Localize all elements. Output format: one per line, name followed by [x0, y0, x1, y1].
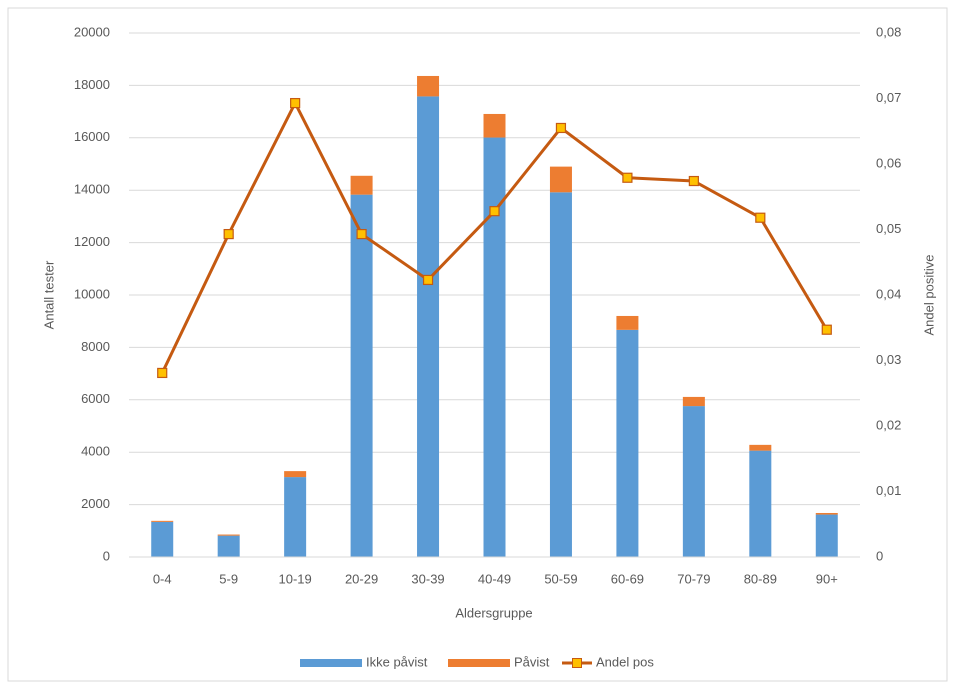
bar — [151, 520, 174, 522]
bar — [151, 521, 174, 557]
y2-tick-label: 0 — [876, 548, 883, 563]
legend-swatch — [300, 659, 362, 667]
y2-tick-label: 0,04 — [876, 286, 901, 301]
bar — [549, 192, 572, 557]
x-tick-label: 20-29 — [345, 571, 378, 586]
line-marker — [688, 175, 699, 187]
y2-tick-label: 0,06 — [876, 155, 901, 170]
legend-swatch — [448, 659, 510, 667]
x-tick-label: 90+ — [816, 571, 838, 586]
x-tick-label: 10-19 — [279, 571, 312, 586]
line-marker — [821, 324, 832, 335]
y-tick-label: 20000 — [74, 24, 110, 39]
line-marker — [356, 228, 367, 240]
x-tick-label: 60-69 — [611, 571, 644, 586]
x-tick-label: 80-89 — [744, 571, 777, 586]
y-tick-label: 8000 — [81, 339, 110, 354]
bar — [616, 329, 639, 557]
y-tick-label: 18000 — [74, 77, 110, 92]
line-marker — [489, 206, 500, 217]
bar — [749, 444, 772, 451]
bar — [350, 194, 373, 558]
bar — [417, 96, 440, 558]
line-marker — [755, 212, 766, 223]
bar — [284, 477, 307, 557]
bar — [616, 315, 639, 330]
bar — [549, 166, 572, 193]
bar — [749, 450, 772, 557]
y2-tick-label: 0,07 — [876, 90, 901, 105]
bar — [682, 406, 705, 557]
y-axis-title: Antall tester — [41, 260, 56, 329]
bar — [417, 75, 440, 97]
legend-label: Påvist — [514, 654, 550, 669]
x-tick-label: 5-9 — [219, 571, 238, 586]
bar — [815, 512, 838, 515]
line-marker — [290, 97, 301, 109]
line-marker — [422, 274, 434, 286]
bar — [483, 137, 506, 557]
y-tick-label: 14000 — [74, 182, 110, 197]
line-marker — [622, 172, 633, 183]
bar — [284, 471, 307, 478]
y-tick-label: 16000 — [74, 129, 110, 144]
legend-label: Andel pos — [596, 654, 654, 669]
line-marker — [555, 122, 567, 134]
y2-tick-label: 0,01 — [876, 483, 901, 498]
x-tick-label: 0-4 — [153, 571, 172, 586]
y-tick-label: 10000 — [74, 286, 110, 301]
x-tick-label: 30-39 — [411, 571, 444, 586]
y-tick-label: 6000 — [81, 391, 110, 406]
bar — [483, 113, 506, 138]
line-marker — [157, 367, 168, 379]
y2-tick-label: 0,08 — [876, 24, 901, 39]
bar — [217, 535, 240, 557]
bar — [815, 514, 838, 557]
y-tick-label: 0 — [103, 548, 110, 563]
x-axis-title: Aldersgruppe — [455, 605, 532, 620]
bar — [682, 396, 705, 407]
bar — [350, 175, 373, 195]
y-tick-label: 2000 — [81, 496, 110, 511]
x-tick-label: 50-59 — [544, 571, 577, 586]
chart-frame — [7, 7, 948, 682]
y-tick-label: 12000 — [74, 234, 110, 249]
x-tick-label: 40-49 — [478, 571, 511, 586]
legend-label: Ikke påvist — [366, 654, 428, 669]
y2-tick-label: 0,03 — [876, 352, 901, 367]
y2-tick-label: 0,02 — [876, 417, 901, 432]
line-marker — [223, 228, 234, 240]
legend-marker — [572, 658, 582, 668]
y2-axis-title: Andel positive — [921, 255, 936, 336]
y-tick-label: 4000 — [81, 444, 110, 459]
y2-tick-label: 0,05 — [876, 221, 901, 236]
bar — [217, 534, 240, 536]
x-tick-label: 70-79 — [677, 571, 710, 586]
